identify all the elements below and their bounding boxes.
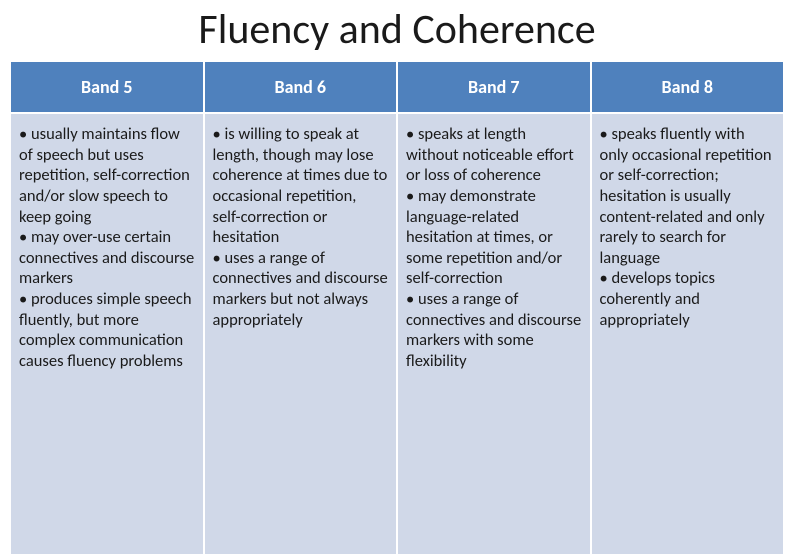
bullet-text: develops topics coherently and appropria… [600, 268, 715, 329]
bullet-text: may demonstrate language-related hesitat… [406, 186, 562, 289]
bullet-item: • speaks fluently with only occasional r… [600, 124, 776, 268]
bullet-text: uses a range of connectives and discours… [406, 289, 581, 371]
bullet-item: • is willing to speak at length, though … [213, 124, 389, 248]
bullet-item: • uses a range of connectives and discou… [406, 289, 582, 372]
bullet-item: • may demonstrate language-related hesit… [406, 186, 582, 289]
bullet-text: usually maintains flow of speech but use… [19, 124, 190, 227]
bullet-text: is willing to speak at length, though ma… [213, 124, 388, 247]
bullet-item: • develops topics coherently and appropr… [600, 268, 776, 330]
col-body-band-5: • usually maintains flow of speech but u… [11, 114, 203, 554]
col-body-band-7: • speaks at length without noticeable ef… [398, 114, 590, 554]
col-header-band-8: Band 8 [592, 62, 784, 114]
bullet-text: speaks fluently with only occasional rep… [600, 124, 772, 268]
bullet-item: • produces simple speech fluently, but m… [19, 289, 195, 372]
bullet-item: • may over-use certain connectives and d… [19, 227, 195, 289]
table-col: Band 7 • speaks at length without notice… [398, 62, 592, 554]
bullet-text: speaks at length without noticeable effo… [406, 124, 574, 185]
col-body-band-8: • speaks fluently with only occasional r… [592, 114, 784, 554]
col-header-band-6: Band 6 [205, 62, 397, 114]
bullet-text: uses a range of connectives and discours… [213, 248, 388, 330]
bullet-item: • usually maintains flow of speech but u… [19, 124, 195, 227]
bullet-text: produces simple speech fluently, but mor… [19, 289, 192, 371]
bullet-item: • speaks at length without noticeable ef… [406, 124, 582, 186]
bullet-item: • uses a range of connectives and discou… [213, 248, 389, 331]
col-body-band-6: • is willing to speak at length, though … [205, 114, 397, 554]
table-col: Band 8 • speaks fluently with only occas… [592, 62, 784, 554]
col-header-band-7: Band 7 [398, 62, 590, 114]
band-table: Band 5 • usually maintains flow of speec… [10, 61, 784, 555]
table-col: Band 6 • is willing to speak at length, … [205, 62, 399, 554]
col-header-band-5: Band 5 [11, 62, 203, 114]
bullet-text: may over-use certain connectives and dis… [19, 227, 194, 288]
table-col: Band 5 • usually maintains flow of speec… [11, 62, 205, 554]
page-title: Fluency and Coherence [0, 0, 794, 61]
